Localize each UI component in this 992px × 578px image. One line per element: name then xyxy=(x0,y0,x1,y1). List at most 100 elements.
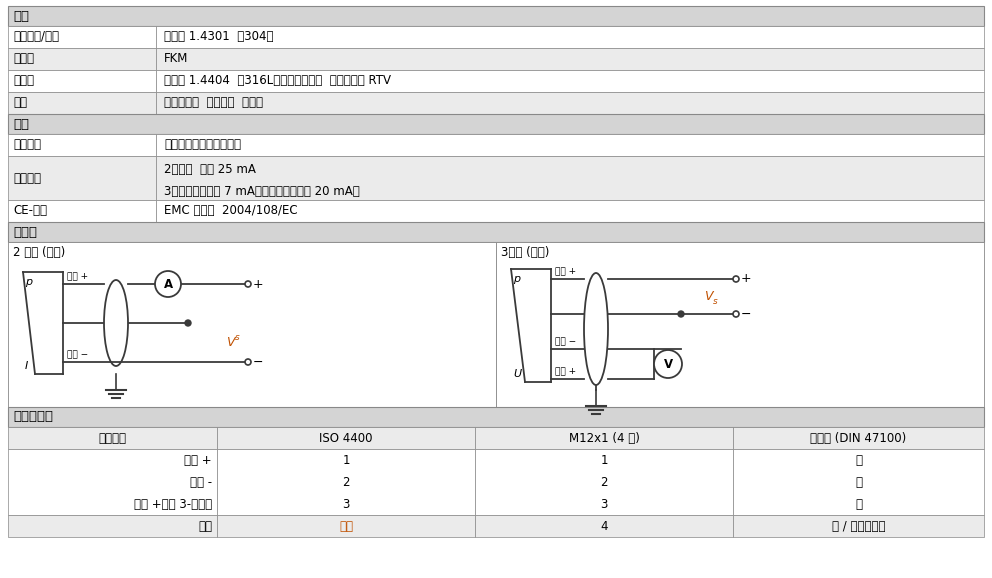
Text: I: I xyxy=(25,361,28,371)
Bar xyxy=(8,114,984,134)
Text: 地线: 地线 xyxy=(198,520,212,532)
Text: −: − xyxy=(741,307,752,320)
Text: 信号 +（仅 3-线制）: 信号 +（仅 3-线制） xyxy=(134,498,212,510)
Text: s: s xyxy=(235,334,240,343)
Text: 黄 / 绿（屏蔽）: 黄 / 绿（屏蔽） xyxy=(831,520,885,532)
Bar xyxy=(156,48,984,70)
Text: ISO 4400: ISO 4400 xyxy=(319,432,373,444)
Text: CE-认证: CE-认证 xyxy=(13,205,47,217)
Text: 压力接口，  密封件，  传感器: 压力接口， 密封件， 传感器 xyxy=(164,97,263,109)
Bar xyxy=(8,6,984,26)
Text: 白: 白 xyxy=(855,454,862,466)
Circle shape xyxy=(185,320,191,326)
Text: 3线制电压：标准 7 mA（短路电流：最大 20 mA）: 3线制电压：标准 7 mA（短路电流：最大 20 mA） xyxy=(164,185,360,198)
Bar xyxy=(496,242,984,407)
Text: 传感器: 传感器 xyxy=(13,75,34,87)
Text: 压缩空气，非腐蚀性气体: 压缩空气，非腐蚀性气体 xyxy=(164,139,241,151)
Text: 2: 2 xyxy=(600,476,608,488)
Text: 褐: 褐 xyxy=(855,476,862,488)
Text: 缆线色 (DIN 47100): 缆线色 (DIN 47100) xyxy=(810,432,907,444)
Circle shape xyxy=(245,359,251,365)
Text: 电源 +: 电源 + xyxy=(555,268,576,276)
Text: EMC 规范：  2004/108/EC: EMC 规范： 2004/108/EC xyxy=(164,205,298,217)
Bar xyxy=(156,26,984,48)
Text: 电源 +: 电源 + xyxy=(67,272,88,281)
Text: 电源 −: 电源 − xyxy=(555,338,576,346)
Bar xyxy=(8,222,984,242)
Bar xyxy=(8,200,156,222)
Circle shape xyxy=(678,311,684,317)
Text: 1: 1 xyxy=(342,454,350,466)
Text: 材料: 材料 xyxy=(13,9,29,23)
Bar xyxy=(733,515,984,537)
Text: 密封件: 密封件 xyxy=(13,53,34,65)
Bar xyxy=(733,449,984,515)
Text: FKM: FKM xyxy=(164,53,188,65)
Bar xyxy=(217,449,475,515)
Bar xyxy=(217,427,475,449)
Text: +: + xyxy=(741,272,752,286)
Text: 接地: 接地 xyxy=(339,520,353,532)
Bar xyxy=(8,48,156,70)
Bar xyxy=(156,156,984,200)
Bar xyxy=(8,134,156,156)
Text: 压力接口/外壳: 压力接口/外壳 xyxy=(13,31,59,43)
Bar xyxy=(8,242,496,407)
Circle shape xyxy=(245,281,251,287)
Bar xyxy=(8,92,156,114)
Bar xyxy=(8,26,156,48)
Text: p: p xyxy=(513,274,520,284)
Bar xyxy=(475,427,733,449)
Text: 2线制：  最大 25 mA: 2线制： 最大 25 mA xyxy=(164,162,256,176)
Text: 信号线定义: 信号线定义 xyxy=(13,410,53,424)
Bar xyxy=(217,515,475,537)
Text: V: V xyxy=(704,290,712,302)
Text: 2 线制 (电流): 2 线制 (电流) xyxy=(13,246,65,260)
Text: M12x1 (4 针): M12x1 (4 针) xyxy=(568,432,640,444)
Bar xyxy=(8,427,217,449)
Text: 不锈钢 1.4301  （304）: 不锈钢 1.4301 （304） xyxy=(164,31,274,43)
Text: −: − xyxy=(253,355,264,369)
Bar xyxy=(8,156,156,200)
Bar xyxy=(8,449,217,515)
Bar xyxy=(156,92,984,114)
Bar xyxy=(156,200,984,222)
Bar xyxy=(8,70,156,92)
Text: 其他: 其他 xyxy=(13,117,29,131)
Ellipse shape xyxy=(584,273,608,385)
Bar xyxy=(733,427,984,449)
Bar xyxy=(475,449,733,515)
Text: s: s xyxy=(713,297,718,306)
Text: 信号 +: 信号 + xyxy=(555,368,576,376)
Text: 电源 −: 电源 − xyxy=(67,350,88,360)
Ellipse shape xyxy=(104,280,128,366)
Text: A: A xyxy=(164,277,173,291)
Bar xyxy=(156,70,984,92)
Bar xyxy=(156,134,984,156)
Text: V: V xyxy=(226,336,234,350)
Text: +: + xyxy=(253,277,264,291)
Text: 4: 4 xyxy=(600,520,608,532)
Bar xyxy=(475,515,733,537)
Text: 绿: 绿 xyxy=(855,498,862,510)
Text: 电源 +: 电源 + xyxy=(185,454,212,466)
Text: 接线图: 接线图 xyxy=(13,225,37,239)
Text: 电流限制: 电流限制 xyxy=(13,172,41,184)
Bar xyxy=(8,515,217,537)
Text: 3: 3 xyxy=(342,498,350,510)
Circle shape xyxy=(155,271,181,297)
Text: 不锈钢 1.4404  （316L），硅，玻璃，  环氧树脂或 RTV: 不锈钢 1.4404 （316L），硅，玻璃， 环氧树脂或 RTV xyxy=(164,75,391,87)
Bar xyxy=(8,407,984,427)
Text: 适用介质: 适用介质 xyxy=(13,139,41,151)
Text: p: p xyxy=(25,277,32,287)
Text: 3: 3 xyxy=(600,498,608,510)
Circle shape xyxy=(733,311,739,317)
Text: 2: 2 xyxy=(342,476,350,488)
Text: 电源 -: 电源 - xyxy=(189,476,212,488)
Circle shape xyxy=(654,350,682,378)
Circle shape xyxy=(733,276,739,282)
Text: 1: 1 xyxy=(600,454,608,466)
Text: 湿件: 湿件 xyxy=(13,97,27,109)
Text: 3线制 (电压): 3线制 (电压) xyxy=(501,246,550,260)
Text: V: V xyxy=(664,358,673,370)
